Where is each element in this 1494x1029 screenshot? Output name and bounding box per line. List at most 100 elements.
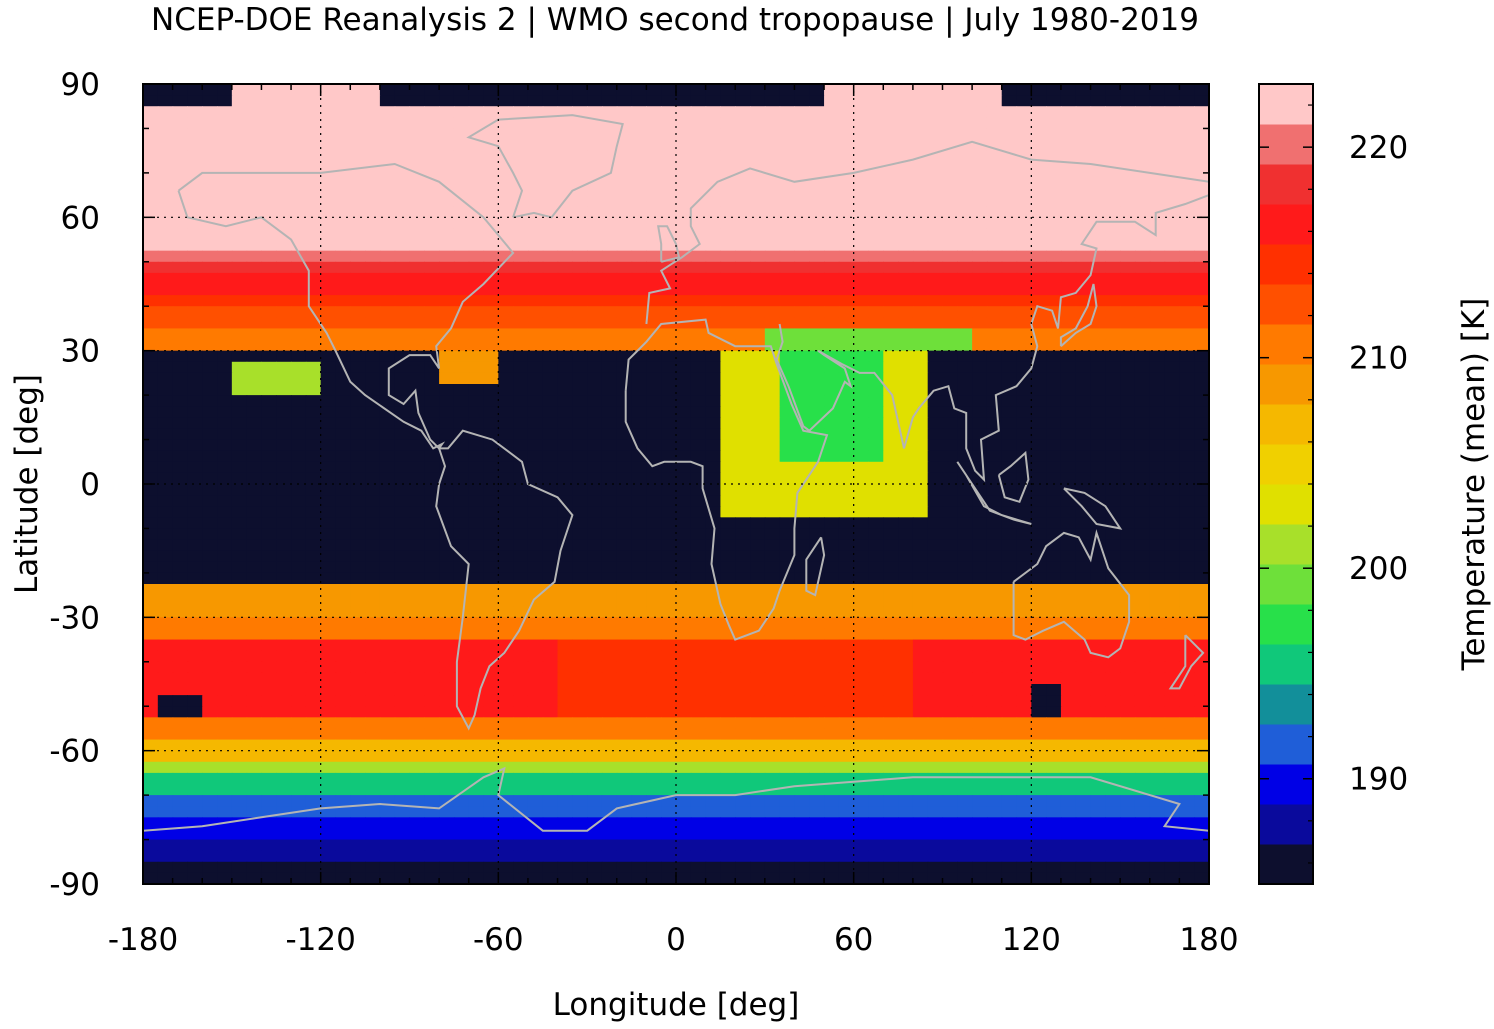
heatmap-cell xyxy=(1001,428,1018,441)
heatmap-cell xyxy=(379,728,396,741)
heatmap-cell xyxy=(764,195,781,207)
heatmap-cell xyxy=(320,417,337,430)
heatmap-cell xyxy=(379,117,396,130)
heatmap-cell xyxy=(1149,361,1166,374)
heatmap-cell xyxy=(1031,206,1047,218)
heatmap-cell xyxy=(409,284,425,296)
heatmap-cell xyxy=(587,839,603,852)
heatmap-cell xyxy=(1194,572,1209,585)
heatmap-cell xyxy=(986,195,1003,207)
heatmap-cell xyxy=(379,128,396,141)
heatmap-cell xyxy=(720,761,736,774)
heatmap-cell xyxy=(809,672,825,685)
heatmap-cell xyxy=(246,684,263,696)
heatmap-cell xyxy=(912,606,929,618)
heatmap-cell xyxy=(424,284,440,296)
heatmap-cell xyxy=(453,628,470,641)
heatmap-cell xyxy=(1001,484,1018,496)
heatmap-cell xyxy=(794,517,810,530)
heatmap-cell xyxy=(394,206,411,218)
heatmap-cell xyxy=(453,517,470,530)
heatmap-cell xyxy=(261,428,277,441)
heatmap-cell xyxy=(143,206,159,218)
heatmap-cell xyxy=(720,717,736,730)
heatmap-cell xyxy=(1075,784,1092,796)
heatmap-cell xyxy=(1046,650,1062,663)
heatmap-cell xyxy=(439,461,455,474)
heatmap-cell xyxy=(1031,684,1047,696)
heatmap-cell xyxy=(690,839,707,852)
heatmap-cell xyxy=(1120,495,1136,507)
heatmap-cell xyxy=(779,106,796,118)
heatmap-cell xyxy=(661,106,677,118)
heatmap-cell xyxy=(291,306,307,318)
heatmap-cell xyxy=(217,617,233,630)
heatmap-cell xyxy=(764,650,781,663)
heatmap-cell xyxy=(483,628,499,641)
heatmap-cell xyxy=(927,84,944,96)
heatmap-cell xyxy=(557,472,573,485)
heatmap-cell xyxy=(483,384,499,396)
heatmap-cell xyxy=(587,806,603,818)
heatmap-cell xyxy=(1016,472,1032,485)
heatmap-cell xyxy=(1046,272,1062,285)
heatmap-cell xyxy=(1120,106,1136,118)
heatmap-cell xyxy=(601,228,618,241)
heatmap-cell xyxy=(764,761,781,774)
heatmap-cell xyxy=(616,184,633,196)
heatmap-cell xyxy=(1105,250,1121,263)
heatmap-cell xyxy=(972,395,988,407)
heatmap-cell xyxy=(720,361,736,374)
heatmap-cell xyxy=(1090,172,1106,185)
heatmap-cell xyxy=(824,84,840,96)
heatmap-cell xyxy=(690,706,707,718)
heatmap-cell xyxy=(1120,528,1136,541)
heatmap-cell xyxy=(439,128,455,141)
heatmap-cell xyxy=(291,772,307,785)
heatmap-cell xyxy=(439,217,455,230)
heatmap-cell xyxy=(794,784,810,796)
heatmap-cell xyxy=(1090,550,1106,563)
heatmap-cell xyxy=(957,684,973,696)
heatmap-cell xyxy=(587,728,603,741)
heatmap-cell xyxy=(957,550,973,563)
heatmap-cell xyxy=(750,228,766,241)
heatmap-cell xyxy=(542,839,559,852)
heatmap-cell xyxy=(838,472,855,485)
heatmap-cell xyxy=(320,639,337,652)
heatmap-cell xyxy=(1046,361,1062,374)
heatmap-cell xyxy=(261,239,277,252)
heatmap-cell xyxy=(972,739,988,752)
heatmap-cell xyxy=(616,395,633,407)
heatmap-cell xyxy=(379,706,396,718)
heatmap-cell xyxy=(157,561,174,574)
heatmap-cell xyxy=(1194,417,1209,430)
heatmap-cell xyxy=(468,372,485,385)
heatmap-cell xyxy=(468,572,485,585)
heatmap-cell xyxy=(912,250,929,263)
heatmap-cell xyxy=(853,595,870,607)
heatmap-cell xyxy=(527,217,544,230)
heatmap-cell xyxy=(1016,572,1032,585)
heatmap-cell xyxy=(143,95,159,107)
heatmap-cell xyxy=(912,761,929,774)
heatmap-cell xyxy=(853,472,870,485)
heatmap-cell xyxy=(972,772,988,785)
heatmap-cell xyxy=(365,784,381,796)
heatmap-cell xyxy=(898,517,914,530)
heatmap-cell xyxy=(898,717,914,730)
heatmap-cell xyxy=(690,784,707,796)
heatmap-cell xyxy=(1194,695,1209,707)
heatmap-cell xyxy=(1194,206,1209,218)
heatmap-cell xyxy=(1046,484,1062,496)
heatmap-cell xyxy=(350,206,366,218)
heatmap-cell xyxy=(557,728,573,741)
heatmap-cell xyxy=(365,106,381,118)
heatmap-cell xyxy=(676,461,692,474)
heatmap-cell xyxy=(735,472,751,485)
heatmap-cell xyxy=(972,428,988,441)
heatmap-cell xyxy=(735,228,751,241)
heatmap-cell xyxy=(972,95,988,107)
heatmap-cell xyxy=(424,106,440,118)
heatmap-cell xyxy=(764,206,781,218)
